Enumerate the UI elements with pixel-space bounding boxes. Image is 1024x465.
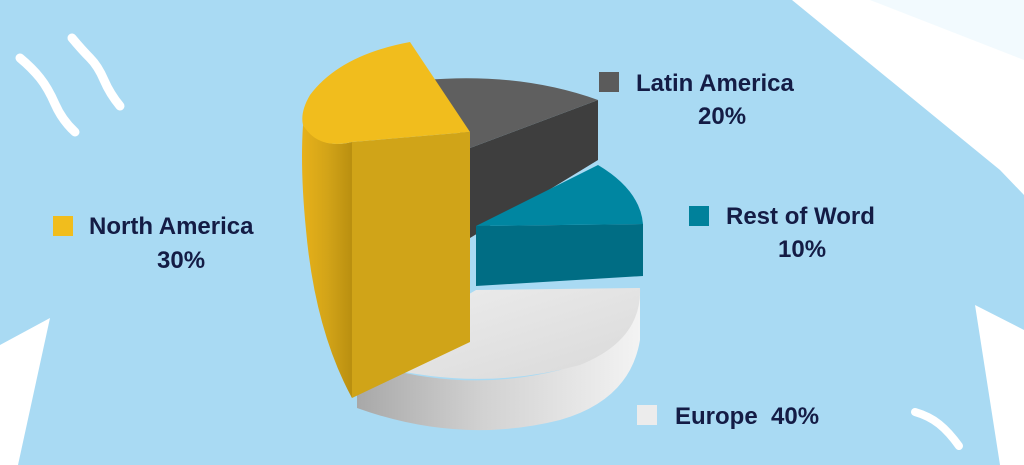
decor-triangle-top-right-2 bbox=[870, 0, 1024, 60]
rest-of-word-side bbox=[476, 224, 643, 286]
legend-label-europe: Europe bbox=[675, 403, 758, 430]
pie-3d bbox=[302, 42, 643, 431]
pie-slice-rest-of-word bbox=[476, 165, 643, 286]
legend-swatch-europe bbox=[637, 405, 657, 425]
rest-of-word-top bbox=[476, 165, 643, 226]
decor-squiggle-2 bbox=[67, 33, 125, 111]
legend-value-latin-america: 20% bbox=[698, 103, 746, 130]
legend-value-north-america: 30% bbox=[157, 247, 205, 274]
decor-triangle-bottom-right bbox=[975, 305, 1024, 465]
legend-swatch-latin-america bbox=[599, 72, 619, 92]
legend-item-north-america: North America 30% bbox=[53, 213, 254, 274]
legend-label-latin-america: Latin America bbox=[636, 70, 794, 97]
decor-squiggle-1 bbox=[15, 53, 80, 137]
legend-label-rest-of-word: Rest of Word bbox=[726, 203, 875, 230]
legend: Latin America 20% Rest of Word 10% North… bbox=[53, 70, 875, 430]
decor-triangle-top-right bbox=[792, 0, 1024, 195]
legend-swatch-north-america bbox=[53, 216, 73, 236]
europe-side bbox=[357, 290, 640, 431]
pie-slice-north-america bbox=[302, 42, 470, 398]
north-america-front bbox=[352, 132, 470, 398]
north-america-top bbox=[302, 42, 470, 144]
legend-item-europe: Europe 40% bbox=[637, 403, 819, 430]
decor-squiggle-3 bbox=[911, 408, 963, 450]
decor-triangle-bottom-left bbox=[0, 318, 50, 465]
legend-swatch-rest-of-word bbox=[689, 206, 709, 226]
legend-label-north-america: North America bbox=[89, 213, 254, 240]
north-america-side bbox=[302, 125, 352, 398]
latin-america-side bbox=[470, 100, 598, 238]
legend-item-rest-of-word: Rest of Word 10% bbox=[689, 203, 875, 263]
legend-item-latin-america: Latin America 20% bbox=[599, 70, 794, 130]
legend-value-europe: 40% bbox=[771, 403, 819, 430]
legend-value-rest-of-word: 10% bbox=[778, 236, 826, 263]
